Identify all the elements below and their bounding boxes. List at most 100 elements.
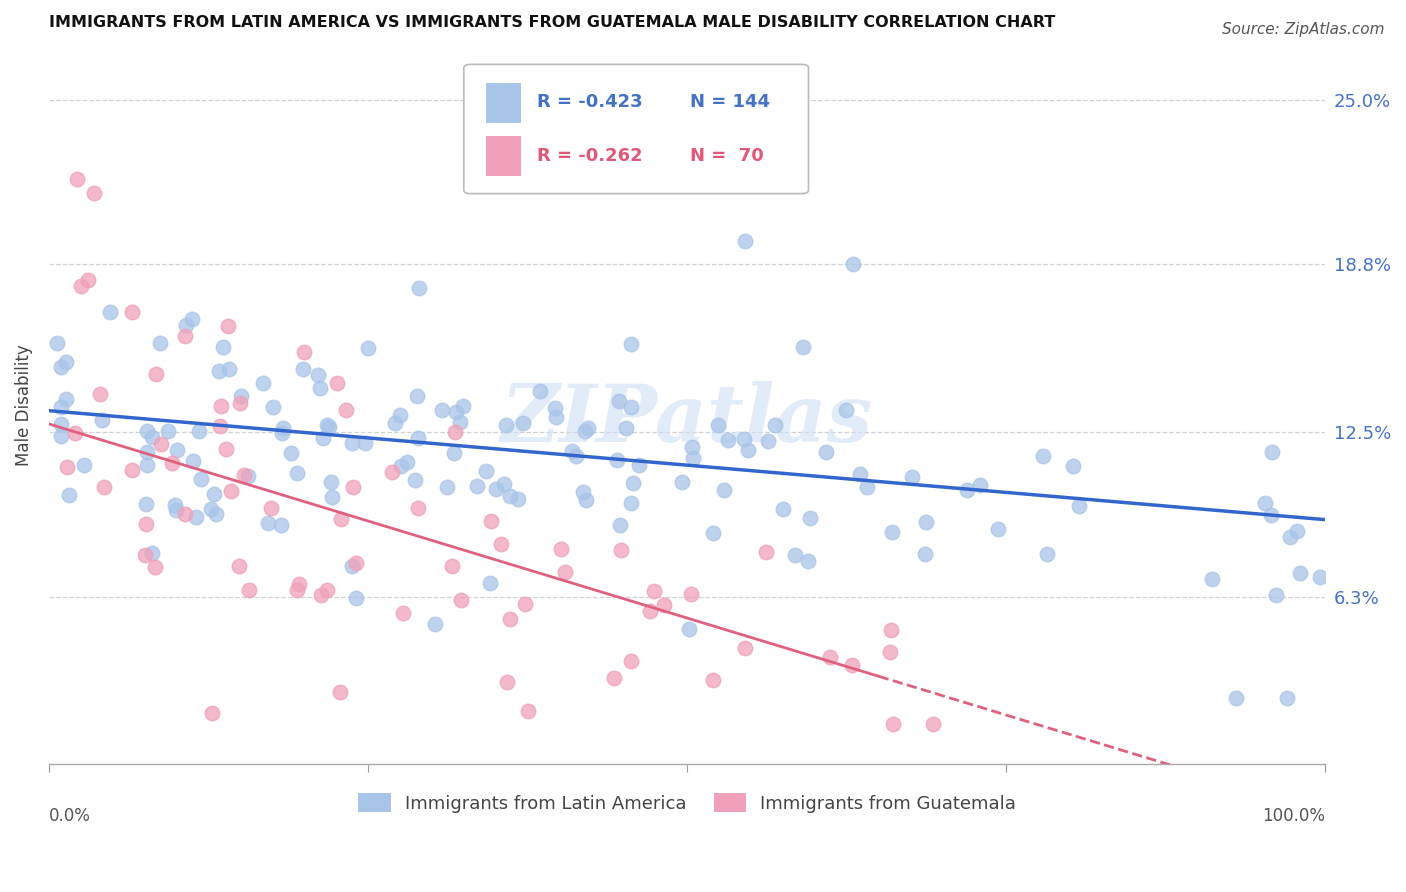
Point [319,475,342,489]
Point [506,492,529,507]
FancyBboxPatch shape [464,64,808,194]
Point [238,583,260,598]
Point [406,430,429,444]
Point [70,278,93,293]
Point [485,482,508,496]
Point [987,522,1010,536]
Point [849,467,872,482]
Point [734,234,756,248]
Point [329,512,352,526]
Point [55,355,77,369]
Point [496,675,519,690]
Point [380,465,402,479]
Point [818,650,841,665]
Point [340,559,363,574]
Point [643,583,665,598]
Point [707,418,730,433]
Point [621,475,644,490]
Point [465,479,488,493]
Point [218,362,240,376]
Point [316,583,339,598]
Point [543,401,565,415]
Point [444,405,467,419]
Point [136,445,159,459]
Point [1260,508,1282,522]
Point [921,717,943,731]
Point [259,500,281,515]
Point [554,565,576,579]
Point [1264,588,1286,602]
Point [252,376,274,390]
Point [969,477,991,491]
Point [136,458,159,472]
Point [76,273,98,287]
Point [638,604,661,618]
Point [797,554,820,568]
Point [188,425,211,439]
Point [219,484,242,499]
Point [209,399,232,413]
Point [792,340,814,354]
Point [956,483,979,497]
Point [610,543,633,558]
Point [160,456,183,470]
Point [841,657,863,672]
Point [143,560,166,574]
Point [73,458,96,473]
Point [1254,496,1277,510]
Point [181,454,204,468]
Point [66,172,89,186]
Point [174,318,197,333]
Point [763,417,786,432]
Point [49,359,72,374]
Point [671,475,693,489]
Point [292,345,315,359]
Point [713,483,735,497]
Point [150,436,173,450]
Point [202,487,225,501]
Point [46,335,69,350]
Point [205,508,228,522]
Point [340,436,363,450]
Point [737,442,759,457]
Point [145,368,167,382]
Point [565,450,588,464]
Point [335,403,357,417]
Point [270,518,292,533]
Point [308,381,330,395]
Point [271,421,294,435]
Text: ZIPatlas: ZIPatlas [501,381,873,458]
Point [785,549,807,563]
Point [443,446,465,460]
Point [628,458,651,472]
Point [1275,690,1298,705]
Point [734,640,756,655]
Point [408,281,430,295]
Point [576,421,599,435]
Point [58,488,80,502]
Point [200,501,222,516]
Point [702,525,724,540]
Point [270,426,292,441]
Point [326,376,349,390]
Point [1309,570,1331,584]
Point [163,498,186,512]
Point [880,623,903,637]
Point [329,685,352,699]
Point [1289,566,1312,580]
Point [772,501,794,516]
Point [121,463,143,477]
Point [121,305,143,319]
Point [344,556,367,570]
Point [441,558,464,573]
Point [232,468,254,483]
Point [609,518,631,533]
Point [174,329,197,343]
Point [93,480,115,494]
Bar [485,136,522,176]
Point [436,480,458,494]
Point [174,507,197,521]
Point [312,431,335,445]
Point [190,472,212,486]
Point [879,645,901,659]
